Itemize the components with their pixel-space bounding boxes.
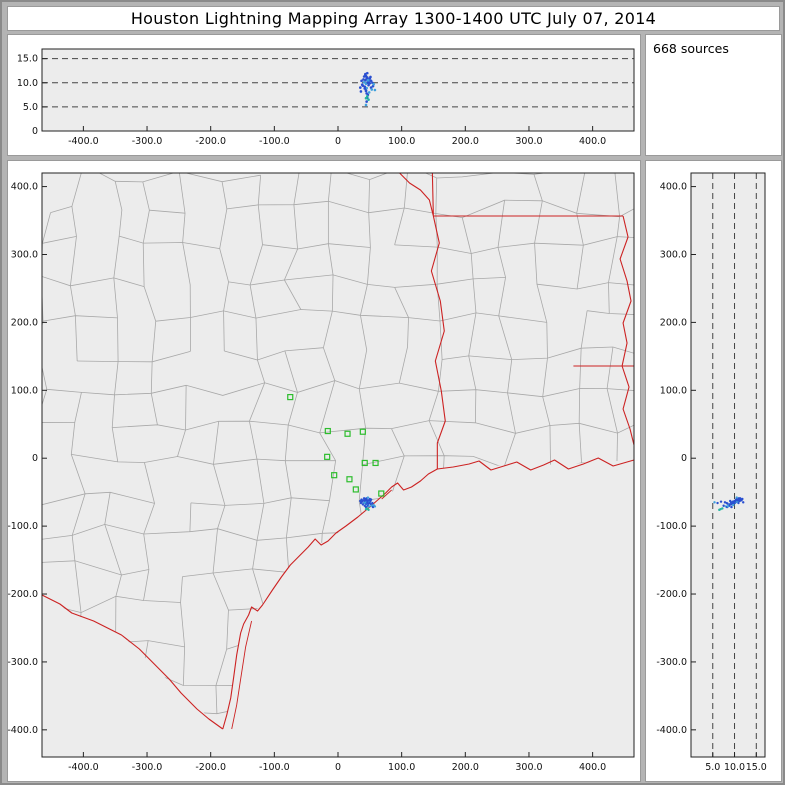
state-boundary-lines bbox=[399, 172, 635, 469]
svg-text:300.0: 300.0 bbox=[515, 136, 542, 147]
svg-text:-400.0: -400.0 bbox=[8, 725, 38, 736]
svg-text:-200.0: -200.0 bbox=[8, 589, 38, 600]
svg-text:0: 0 bbox=[335, 762, 341, 773]
panel-altitude-ns: 400.0 300.0 200.0 100.0 0 -100.0 -200.0 -300.0 -… bbox=[645, 160, 782, 782]
svg-text:10.0: 10.0 bbox=[724, 762, 745, 773]
altitude-ew-plot[interactable]: 0 5.0 10.0 15.0 -400.0 -300.0 -200.0 -100.0 0 100… bbox=[8, 35, 640, 155]
svg-text:10.0: 10.0 bbox=[17, 78, 38, 89]
svg-text:-100.0: -100.0 bbox=[259, 762, 290, 773]
svg-text:200.0: 200.0 bbox=[452, 762, 479, 773]
svg-text:300.0: 300.0 bbox=[660, 249, 687, 260]
svg-text:-200.0: -200.0 bbox=[195, 136, 226, 147]
svg-text:-100.0: -100.0 bbox=[656, 521, 687, 532]
svg-text:200.0: 200.0 bbox=[11, 317, 38, 328]
svg-text:100.0: 100.0 bbox=[11, 385, 38, 396]
svg-text:-300.0: -300.0 bbox=[132, 136, 163, 147]
rio-grande-border bbox=[41, 594, 224, 730]
svg-text:400.0: 400.0 bbox=[11, 182, 38, 193]
panel-map: 400.0 300.0 200.0 100.0 0 -100.0 -200.0 -300.0 -… bbox=[7, 160, 641, 782]
svg-text:-100.0: -100.0 bbox=[259, 136, 290, 147]
gulf-coastline bbox=[222, 457, 635, 730]
altitude-ns-plot[interactable]: 400.0 300.0 200.0 100.0 0 -100.0 -200.0 -300.0 -… bbox=[646, 161, 781, 781]
map-plot[interactable]: 400.0 300.0 200.0 100.0 0 -100.0 -200.0 -300.0 -… bbox=[8, 161, 640, 781]
svg-text:0: 0 bbox=[32, 453, 38, 464]
svg-text:-300.0: -300.0 bbox=[656, 657, 687, 668]
svg-text:400.0: 400.0 bbox=[660, 182, 687, 193]
window-title: Houston Lightning Mapping Array 1300-140… bbox=[7, 6, 780, 31]
svg-text:5.0: 5.0 bbox=[705, 762, 720, 773]
svg-text:-300.0: -300.0 bbox=[132, 762, 163, 773]
svg-text:400.0: 400.0 bbox=[579, 136, 606, 147]
svg-text:-400.0: -400.0 bbox=[68, 762, 99, 773]
svg-text:5.0: 5.0 bbox=[23, 102, 38, 113]
svg-text:-100.0: -100.0 bbox=[8, 521, 38, 532]
svg-text:0: 0 bbox=[32, 126, 38, 137]
svg-text:300.0: 300.0 bbox=[11, 249, 38, 260]
map-axes: 400.0 300.0 200.0 100.0 0 -100.0 -200.0 -300.0 -… bbox=[8, 172, 635, 773]
svg-text:0: 0 bbox=[335, 136, 341, 147]
svg-text:15.0: 15.0 bbox=[746, 762, 767, 773]
svg-text:100.0: 100.0 bbox=[388, 762, 415, 773]
svg-text:100.0: 100.0 bbox=[388, 136, 415, 147]
svg-text:200.0: 200.0 bbox=[660, 317, 687, 328]
lma-stations bbox=[287, 393, 385, 497]
source-count-label: 668 sources bbox=[653, 41, 729, 56]
state-borders bbox=[41, 172, 635, 730]
panel-source-count: 668 sources bbox=[645, 34, 782, 156]
panel-altitude-ew: 0 5.0 10.0 15.0 -400.0 -300.0 -200.0 -100.0 0 100… bbox=[7, 34, 641, 156]
svg-text:0: 0 bbox=[681, 453, 687, 464]
lightning-sources-map bbox=[359, 496, 377, 512]
svg-text:15.0: 15.0 bbox=[17, 54, 38, 65]
svg-text:400.0: 400.0 bbox=[579, 762, 606, 773]
bolivar-peninsula bbox=[381, 489, 392, 500]
svg-text:-300.0: -300.0 bbox=[8, 657, 38, 668]
padre-island bbox=[231, 620, 253, 730]
svg-text:100.0: 100.0 bbox=[660, 385, 687, 396]
svg-text:-200.0: -200.0 bbox=[656, 589, 687, 600]
svg-text:200.0: 200.0 bbox=[452, 136, 479, 147]
svg-text:-200.0: -200.0 bbox=[195, 762, 226, 773]
svg-text:-400.0: -400.0 bbox=[656, 725, 687, 736]
svg-text:300.0: 300.0 bbox=[515, 762, 542, 773]
svg-text:-400.0: -400.0 bbox=[68, 136, 99, 147]
